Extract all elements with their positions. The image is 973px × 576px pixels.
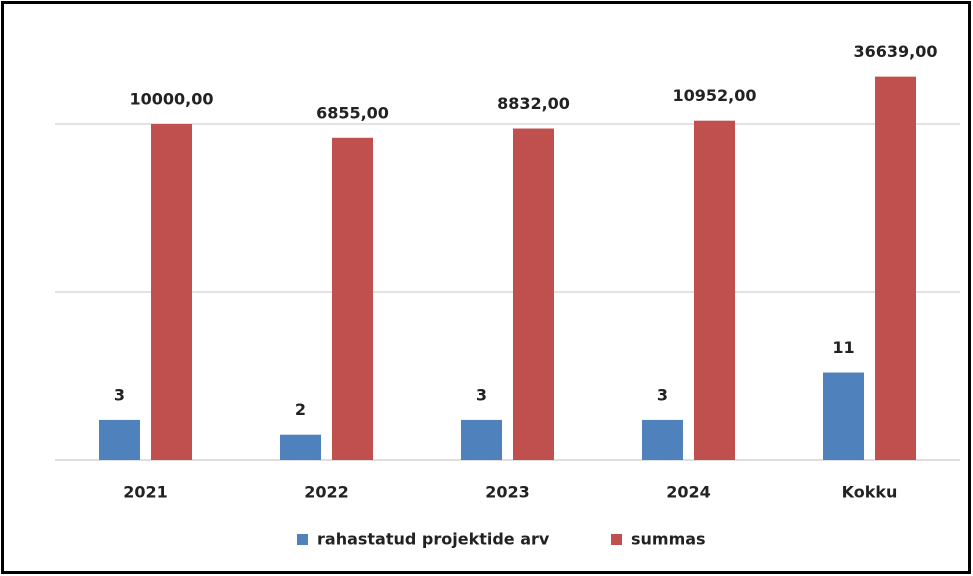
bar [151, 124, 192, 460]
data-label: 8832,00 [497, 94, 570, 113]
bar [694, 120, 735, 460]
data-label: 3 [657, 385, 668, 404]
data-label: 6855,00 [316, 103, 389, 122]
x-tick-label: Kokku [842, 483, 898, 502]
x-tick-label: 2022 [304, 483, 349, 502]
data-label: 3 [476, 385, 487, 404]
x-tick-label: 2024 [666, 483, 711, 502]
bar [875, 76, 916, 461]
data-label: 2 [295, 400, 306, 419]
bar [332, 137, 373, 460]
data-label: 3 [114, 385, 125, 404]
bar [99, 419, 140, 460]
data-label: 10952,00 [672, 86, 756, 105]
data-label: 11 [832, 338, 854, 357]
legend-label: rahastatud projektide arv [317, 530, 550, 549]
bar [642, 419, 683, 460]
bar [513, 128, 554, 460]
x-tick-label: 2021 [123, 483, 168, 502]
bar [823, 372, 864, 460]
bar [461, 419, 502, 460]
legend-swatch [297, 534, 308, 545]
x-tick-label: 2023 [485, 483, 530, 502]
legend-swatch [611, 534, 622, 545]
bar [280, 434, 321, 460]
data-label: 10000,00 [129, 90, 213, 109]
legend-label: summas [631, 530, 706, 549]
data-label: 36639,00 [853, 42, 937, 61]
